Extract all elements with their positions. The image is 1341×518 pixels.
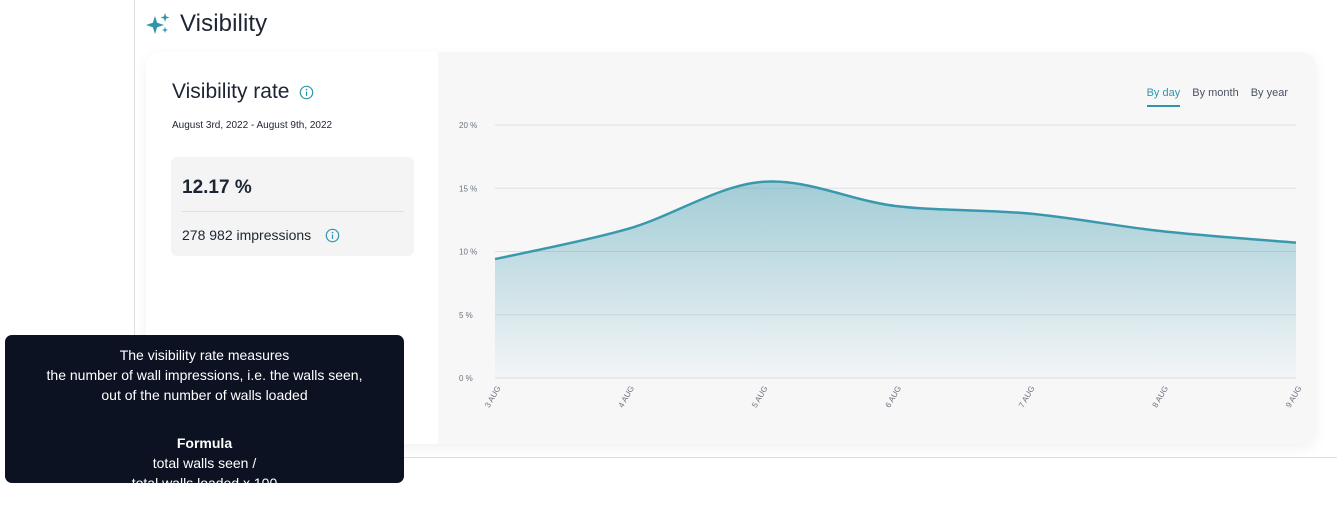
formula-line: total walls seen / [152, 455, 257, 471]
x-tick-label: 3 AUG [483, 384, 503, 409]
date-range: August 3rd, 2022 - August 9th, 2022 [172, 120, 333, 131]
tab-by-month[interactable]: By month [1192, 87, 1239, 99]
x-tick-label: 6 AUG [884, 384, 904, 409]
formula-line: total walls loaded x 100 [131, 475, 278, 491]
y-tick-label: 20 % [459, 121, 477, 130]
tooltip-line: The visibility rate measures [119, 347, 290, 363]
tab-by-day[interactable]: By day [1146, 87, 1181, 107]
x-tick-label: 9 AUG [1284, 384, 1304, 409]
tooltip-line: out of the number of walls loaded [101, 387, 308, 403]
content-bottom-border [134, 457, 1337, 458]
x-tick-label: 8 AUG [1151, 384, 1171, 409]
info-icon[interactable] [299, 85, 314, 100]
impressions-row: 278 982 impressions [182, 227, 340, 243]
y-tick-label: 15 % [459, 184, 477, 193]
tab-by-year[interactable]: By year [1250, 87, 1288, 99]
tooltip-description: The visibility rate measures the number … [5, 345, 404, 405]
metric-divider [182, 211, 404, 212]
metric-box: 12.17 % 278 982 impressions [171, 157, 414, 256]
granularity-tabs: By day By month By year [1146, 87, 1288, 107]
series-line [494, 180, 1297, 261]
content-left-border [134, 0, 135, 458]
visibility-rate-value: 12.17 % [182, 177, 252, 198]
x-tick-label: 7 AUG [1017, 384, 1037, 409]
y-tick-label: 5 % [459, 311, 473, 320]
summary-title-row: Visibility rate [172, 80, 314, 104]
tooltip-formula: Formula total walls seen / total walls l… [5, 433, 404, 493]
impressions-count: 278 982 impressions [182, 227, 312, 243]
section-title: Visibility [180, 10, 268, 37]
y-tick-label: 0 % [459, 374, 473, 383]
series-area [495, 181, 1296, 378]
sparkle-icon [146, 12, 172, 36]
y-tick-label: 10 % [459, 248, 477, 257]
x-tick-label: 5 AUG [750, 384, 770, 409]
formula-title: Formula [176, 435, 233, 451]
tooltip-line: the number of wall impressions, i.e. the… [46, 367, 363, 383]
impressions-info-icon[interactable] [325, 228, 340, 243]
visibility-chart: 0 % 5 % 10 % 15 % 20 % 3 AUG 4 AUG 5 AUG 6 AUG 7 … [459, 121, 1304, 409]
visibility-rate-tooltip: The visibility rate measures the number … [5, 335, 404, 491]
summary-title: Visibility rate [172, 80, 290, 103]
section-header: Visibility [146, 10, 267, 38]
x-tick-label: 4 AUG [617, 384, 637, 409]
